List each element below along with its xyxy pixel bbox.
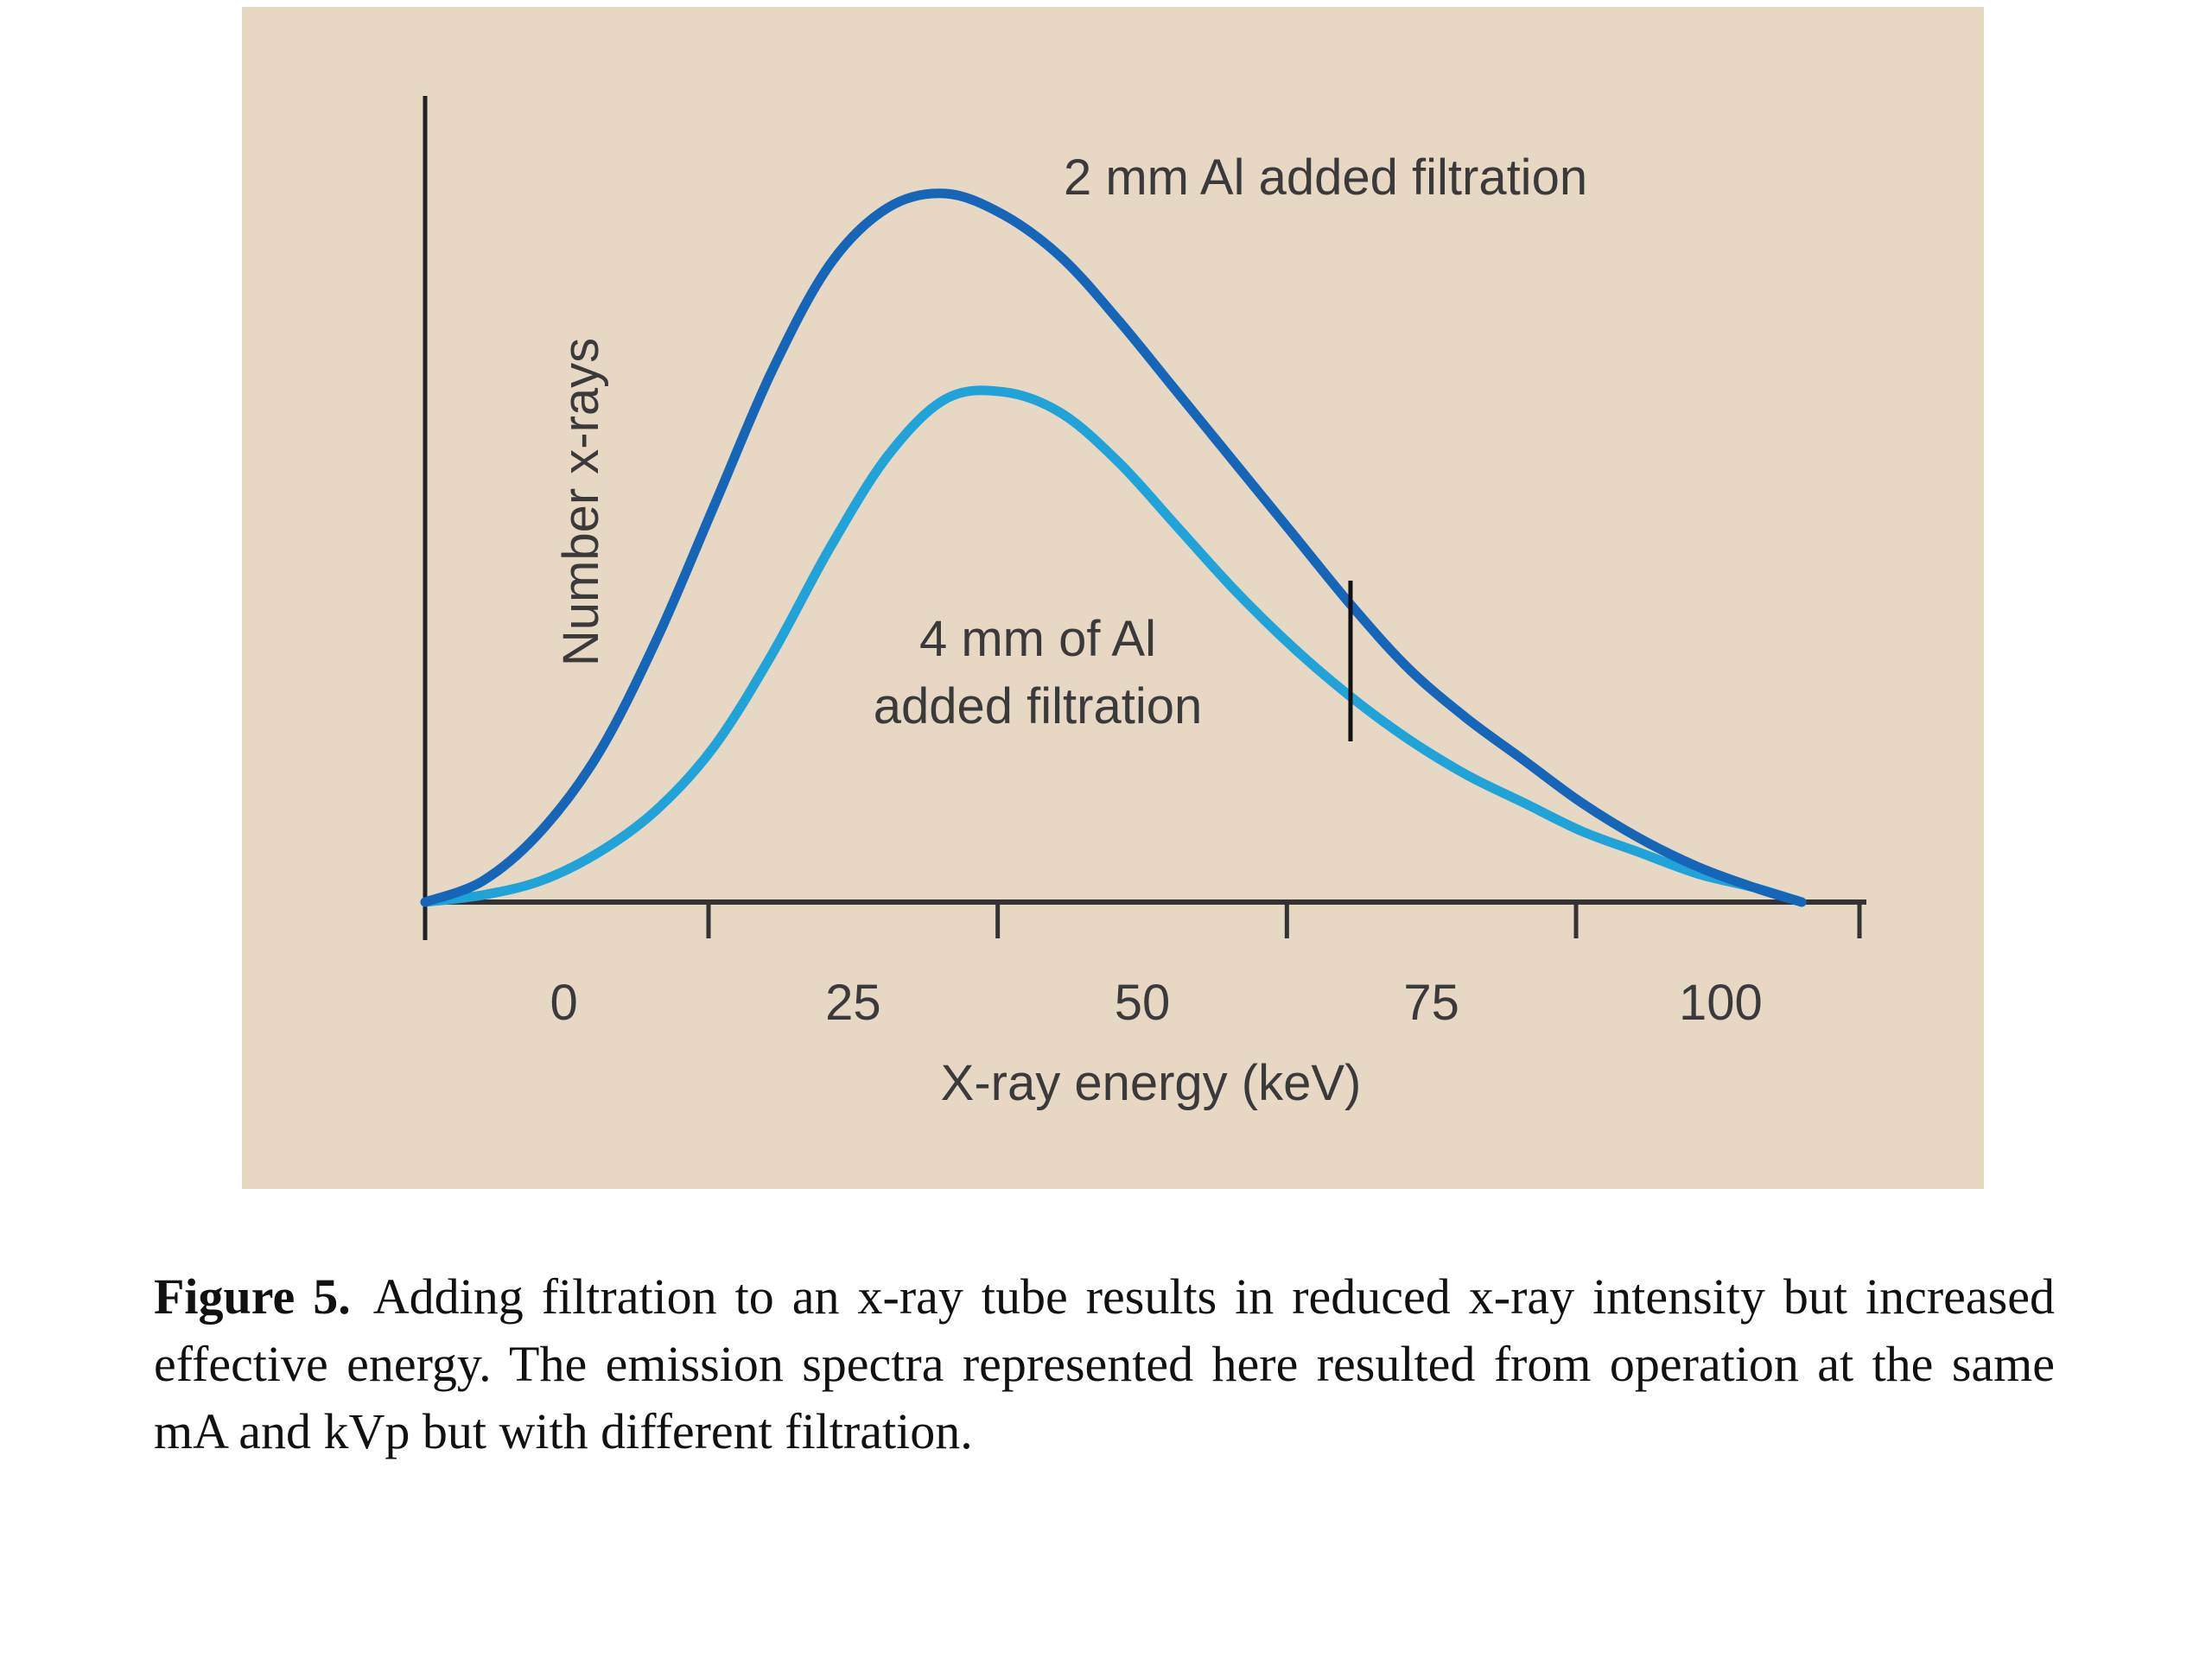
x-tick-labels: 0 25 50 75 100	[550, 975, 1763, 1031]
x-tick-label: 0	[550, 975, 578, 1031]
x-axis-title: X-ray energy (keV)	[941, 1055, 1362, 1111]
x-tick-label: 75	[1403, 975, 1459, 1031]
y-axis-title: Number x-rays	[553, 338, 609, 666]
figure-panel: 0 25 50 75 100 X-ray energy (keV) Number x-r…	[242, 7, 1984, 1189]
annotation-4mm-line2: added filtration	[874, 678, 1202, 734]
x-tick-label: 50	[1115, 975, 1171, 1031]
figure-caption: Figure 5. Adding filtration to an x-ray t…	[154, 1263, 2055, 1465]
annotation-4mm-line1: 4 mm of Al	[919, 611, 1156, 667]
series-line-4mm	[420, 385, 1807, 907]
caption-text: Adding filtration to an x-ray tube resul…	[154, 1268, 2055, 1459]
x-tick-label: 25	[825, 975, 881, 1031]
emission-spectra-chart: 0 25 50 75 100 X-ray energy (keV) Number x-r…	[420, 96, 1866, 1111]
x-tick-label: 100	[1679, 975, 1763, 1031]
caption-label: Figure 5.	[154, 1268, 351, 1325]
annotation-2mm: 2 mm Al added filtration	[1064, 149, 1587, 206]
series-line-2mm	[420, 188, 1807, 907]
x-tick-marks	[706, 902, 1862, 938]
